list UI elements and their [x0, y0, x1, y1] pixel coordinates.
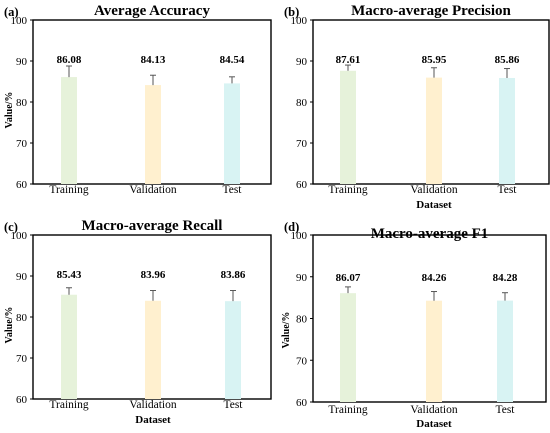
x-tick-label: Training [328, 184, 367, 196]
x-tick-label: Test [223, 184, 243, 196]
chart-panel: (c) Macro-average Recall 60 70 80 90 100 Value/… [4, 218, 272, 426]
data-label: 85.43 [57, 269, 82, 281]
x-tick-label: Validation [410, 404, 458, 416]
y-tick-label: 60 [16, 394, 28, 406]
y-tick-label: 80 [296, 314, 308, 326]
y-tick-label: 70 [296, 355, 308, 367]
y-axis-label: Value/% [281, 312, 292, 349]
chart-title: Macro-average F1 [371, 226, 489, 242]
chart-panel: (a) Average Accuracy 60 70 80 90 100 Value/% 86.… [4, 3, 272, 196]
bar [340, 293, 356, 402]
chart-title: Macro-average Precision [351, 3, 511, 19]
y-tick-label: 100 [291, 230, 308, 242]
data-label: 84.26 [422, 272, 447, 284]
data-label: 83.96 [141, 269, 166, 281]
y-tick-label: 90 [296, 56, 308, 68]
data-label: 84.13 [141, 54, 166, 66]
panel-label: (a) [4, 5, 19, 19]
chart-title: Average Accuracy [94, 3, 210, 19]
y-axis-label: Value/% [4, 92, 15, 129]
bar [224, 83, 240, 184]
x-tick-label: Validation [129, 184, 177, 196]
x-tick-label: Validation [129, 399, 177, 411]
y-tick-label: 90 [16, 271, 28, 283]
data-label: 83.86 [221, 269, 246, 281]
data-label: 86.07 [336, 272, 361, 284]
y-tick-label: 100 [11, 15, 28, 27]
bar [145, 85, 161, 184]
panel-label: (d) [284, 220, 299, 234]
x-tick-label: Training [328, 404, 367, 416]
x-axis-label: Dataset [135, 414, 171, 426]
bar [225, 301, 241, 399]
y-tick-label: 70 [16, 353, 28, 365]
data-label: 85.95 [422, 54, 447, 66]
y-tick-label: 60 [296, 397, 308, 409]
x-tick-label: Training [49, 399, 88, 411]
bar [499, 77, 515, 184]
bar [340, 70, 356, 184]
y-tick-label: 70 [296, 138, 308, 150]
chart-panel: (b) Macro-average Precision 60 70 80 90 100 87.… [284, 3, 550, 211]
y-tick-label: 100 [11, 230, 28, 242]
x-axis-label: Dataset [416, 418, 452, 430]
y-tick-label: 90 [16, 56, 28, 68]
x-tick-label: Test [496, 404, 516, 416]
x-tick-label: Test [498, 184, 518, 196]
panel-label: (b) [284, 5, 299, 19]
y-tick-label: 60 [16, 179, 28, 191]
x-axis-label: Dataset [416, 199, 452, 211]
y-tick-label: 100 [291, 15, 308, 27]
y-tick-label: 80 [16, 312, 28, 324]
y-tick-label: 70 [16, 138, 28, 150]
bar [61, 294, 77, 399]
data-label: 84.54 [220, 54, 245, 66]
panel-label: (c) [4, 220, 18, 234]
y-tick-label: 80 [296, 97, 308, 109]
bar [145, 300, 161, 399]
y-axis-label: Value/% [4, 307, 15, 344]
data-label: 87.61 [336, 54, 361, 66]
bar [61, 77, 77, 184]
bar [497, 300, 513, 402]
data-label: 85.86 [495, 54, 520, 66]
bar [426, 77, 442, 184]
bar [426, 300, 442, 402]
x-tick-label: Validation [410, 184, 458, 196]
data-label: 84.28 [493, 272, 518, 284]
y-tick-label: 90 [296, 272, 308, 284]
y-tick-label: 80 [16, 97, 28, 109]
x-tick-label: Test [224, 399, 244, 411]
data-label: 86.08 [57, 54, 82, 66]
y-tick-label: 60 [296, 179, 308, 191]
chart-panel: (d) Macro-average F1 60 70 80 90 100 Value/% 86.… [281, 220, 547, 430]
chart-title: Macro-average Recall [82, 218, 223, 234]
x-tick-label: Training [49, 184, 88, 196]
